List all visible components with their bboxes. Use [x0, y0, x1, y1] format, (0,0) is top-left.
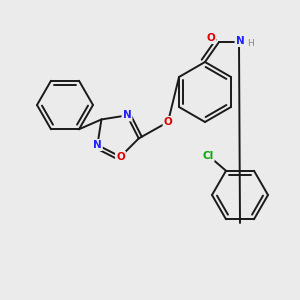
- Text: N: N: [236, 36, 244, 46]
- Text: Cl: Cl: [202, 151, 214, 161]
- Text: O: O: [116, 152, 125, 162]
- Text: O: O: [207, 33, 215, 43]
- Text: N: N: [93, 140, 102, 150]
- Text: O: O: [164, 117, 172, 127]
- Text: N: N: [123, 110, 131, 120]
- Text: H: H: [247, 40, 254, 49]
